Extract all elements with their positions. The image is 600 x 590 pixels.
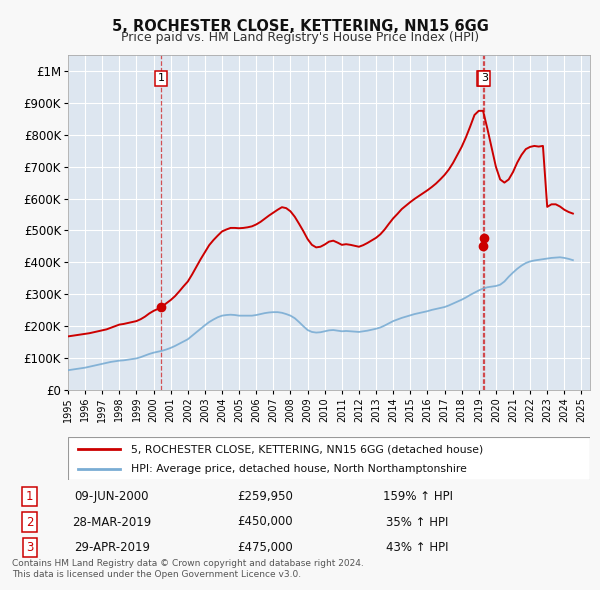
Text: 1: 1 [26, 490, 33, 503]
Text: 09-JUN-2000: 09-JUN-2000 [74, 490, 149, 503]
Text: £259,950: £259,950 [237, 490, 293, 503]
Text: 3: 3 [481, 73, 488, 83]
Text: 159% ↑ HPI: 159% ↑ HPI [383, 490, 452, 503]
Text: 43% ↑ HPI: 43% ↑ HPI [386, 541, 449, 554]
Text: £475,000: £475,000 [237, 541, 293, 554]
Text: 1: 1 [158, 73, 164, 83]
Text: Price paid vs. HM Land Registry's House Price Index (HPI): Price paid vs. HM Land Registry's House … [121, 31, 479, 44]
Text: 2: 2 [479, 73, 486, 83]
Text: 5, ROCHESTER CLOSE, KETTERING, NN15 6GG: 5, ROCHESTER CLOSE, KETTERING, NN15 6GG [112, 19, 488, 34]
Text: 29-APR-2019: 29-APR-2019 [74, 541, 150, 554]
Text: 2: 2 [26, 516, 33, 529]
Text: 35% ↑ HPI: 35% ↑ HPI [386, 516, 449, 529]
Text: HPI: Average price, detached house, North Northamptonshire: HPI: Average price, detached house, Nort… [131, 464, 467, 474]
Text: Contains HM Land Registry data © Crown copyright and database right 2024.
This d: Contains HM Land Registry data © Crown c… [12, 559, 364, 579]
Text: 5, ROCHESTER CLOSE, KETTERING, NN15 6GG (detached house): 5, ROCHESTER CLOSE, KETTERING, NN15 6GG … [131, 444, 483, 454]
Text: 3: 3 [26, 541, 33, 554]
Text: £450,000: £450,000 [237, 516, 293, 529]
Text: 28-MAR-2019: 28-MAR-2019 [72, 516, 151, 529]
